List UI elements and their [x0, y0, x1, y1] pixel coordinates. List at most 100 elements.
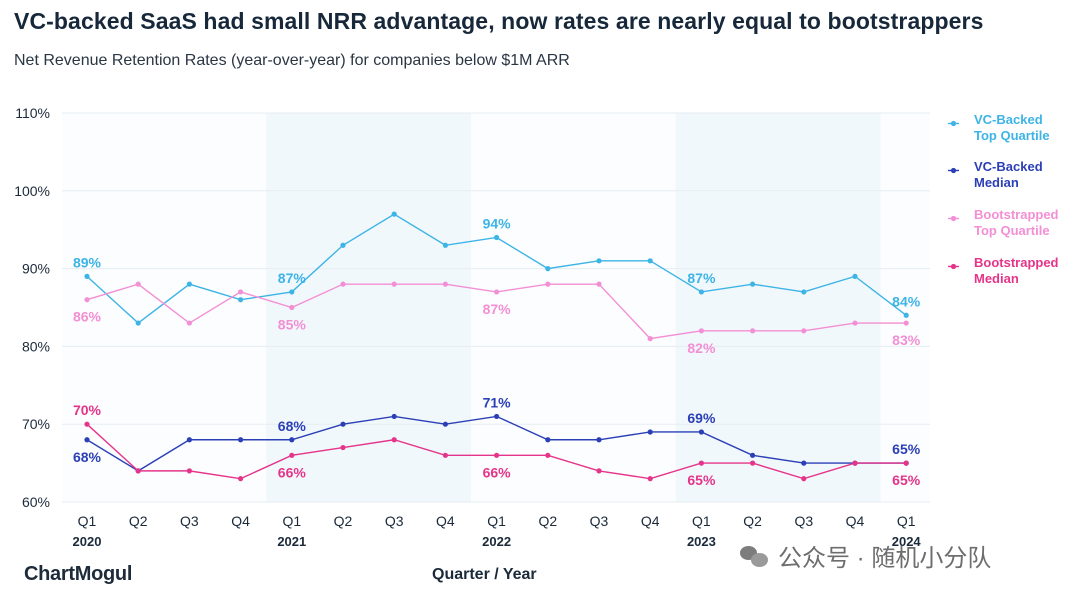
y-tick-label: 60%	[22, 494, 50, 510]
x-year-label: 2020	[73, 534, 102, 549]
data-point	[289, 289, 295, 295]
x-tick-label: Q1	[897, 513, 916, 529]
x-tick-label: Q4	[231, 513, 250, 529]
data-point	[340, 444, 346, 451]
data-point	[698, 460, 705, 466]
data-point	[750, 328, 756, 334]
data-point	[391, 281, 397, 287]
data-point	[545, 452, 551, 458]
data-point	[801, 460, 807, 466]
data-point	[903, 312, 909, 318]
data-point	[238, 476, 244, 482]
data-point	[801, 328, 807, 334]
data-point	[647, 336, 653, 342]
data-point	[596, 281, 602, 287]
data-label: 86%	[73, 309, 102, 325]
data-point	[186, 281, 192, 287]
data-point	[340, 242, 346, 248]
data-label: 94%	[483, 215, 512, 231]
data-point	[186, 468, 192, 474]
data-point	[442, 281, 448, 287]
data-label: 87%	[278, 270, 307, 286]
x-tick-label: Q3	[590, 513, 609, 529]
data-point	[391, 211, 397, 217]
legend-marker	[948, 120, 959, 127]
y-tick-label: 70%	[22, 416, 50, 432]
data-point	[801, 289, 807, 295]
watermark-text: 公众号 · 随机小分队	[778, 545, 992, 572]
chartmogul-logo: ChartMogul	[24, 563, 133, 585]
data-point	[852, 320, 858, 326]
chart-title: VC-backed SaaS had small NRR advantage, …	[14, 8, 984, 34]
x-tick-label: Q4	[846, 513, 865, 529]
data-label: 82%	[687, 340, 716, 356]
data-point	[852, 273, 858, 279]
x-tick-label: Q2	[129, 513, 148, 529]
x-tick-label: Q2	[538, 513, 557, 529]
data-point	[135, 281, 141, 287]
x-tick-label: Q3	[180, 513, 199, 529]
legend-label: Bootstrapped Top Quartile	[974, 207, 1059, 238]
data-point	[84, 437, 90, 443]
data-label: 87%	[687, 270, 716, 286]
data-point	[391, 437, 397, 443]
data-point	[442, 452, 448, 458]
data-label: 68%	[73, 449, 102, 465]
data-label: 70%	[73, 402, 102, 418]
wechat-icon	[740, 544, 770, 568]
data-point	[750, 281, 756, 287]
data-label: 85%	[278, 317, 307, 333]
data-point	[442, 421, 448, 427]
data-point	[596, 437, 602, 443]
data-label: 65%	[892, 441, 921, 457]
data-point	[647, 258, 653, 264]
x-tick-label: Q2	[743, 513, 762, 529]
data-label: 89%	[73, 254, 102, 270]
y-tick-label: 80%	[22, 338, 50, 354]
data-point	[494, 452, 500, 458]
wechat-watermark: 公众号 · 随机小分队	[740, 538, 991, 573]
y-tick-label: 90%	[22, 261, 50, 277]
data-point	[545, 437, 551, 443]
data-point	[698, 429, 705, 435]
data-point	[698, 289, 705, 295]
data-point	[596, 258, 602, 264]
legend-label: VC-Backed Median	[974, 159, 1043, 190]
data-point	[391, 413, 397, 420]
x-year-label: 2024	[892, 534, 922, 549]
data-label: 69%	[687, 410, 716, 426]
data-point	[135, 468, 141, 474]
data-label: 66%	[278, 464, 307, 480]
data-label: 68%	[278, 418, 307, 434]
data-point	[186, 437, 192, 443]
legend-marker	[948, 167, 959, 174]
x-year-label: 2021	[277, 534, 306, 549]
data-point	[289, 437, 295, 443]
data-point	[750, 452, 756, 458]
data-point	[135, 320, 141, 326]
data-point	[289, 452, 295, 458]
x-tick-label: Q1	[487, 513, 506, 529]
data-label: 87%	[483, 301, 512, 317]
legend-marker	[948, 215, 959, 222]
x-year-label: 2022	[482, 534, 511, 549]
data-point	[186, 320, 192, 326]
x-tick-label: Q1	[282, 513, 301, 529]
data-point	[494, 413, 500, 420]
data-point	[238, 297, 244, 303]
legend-label: VC-Backed Top Quartile	[974, 112, 1050, 143]
data-point	[442, 242, 448, 248]
y-tick-label: 110%	[15, 105, 50, 121]
data-label: 66%	[483, 464, 512, 480]
x-axis-title: Quarter / Year	[432, 566, 537, 583]
data-label: 83%	[892, 332, 921, 348]
chart-subtitle: Net Revenue Retention Rates (year-over-y…	[14, 52, 570, 69]
year-band-2023	[675, 113, 881, 502]
data-point	[903, 460, 909, 466]
data-point	[596, 468, 602, 474]
x-tick-label: Q1	[692, 513, 711, 529]
data-point	[801, 476, 807, 482]
data-point	[903, 320, 909, 326]
data-label: 84%	[892, 293, 921, 309]
data-point	[84, 273, 90, 279]
